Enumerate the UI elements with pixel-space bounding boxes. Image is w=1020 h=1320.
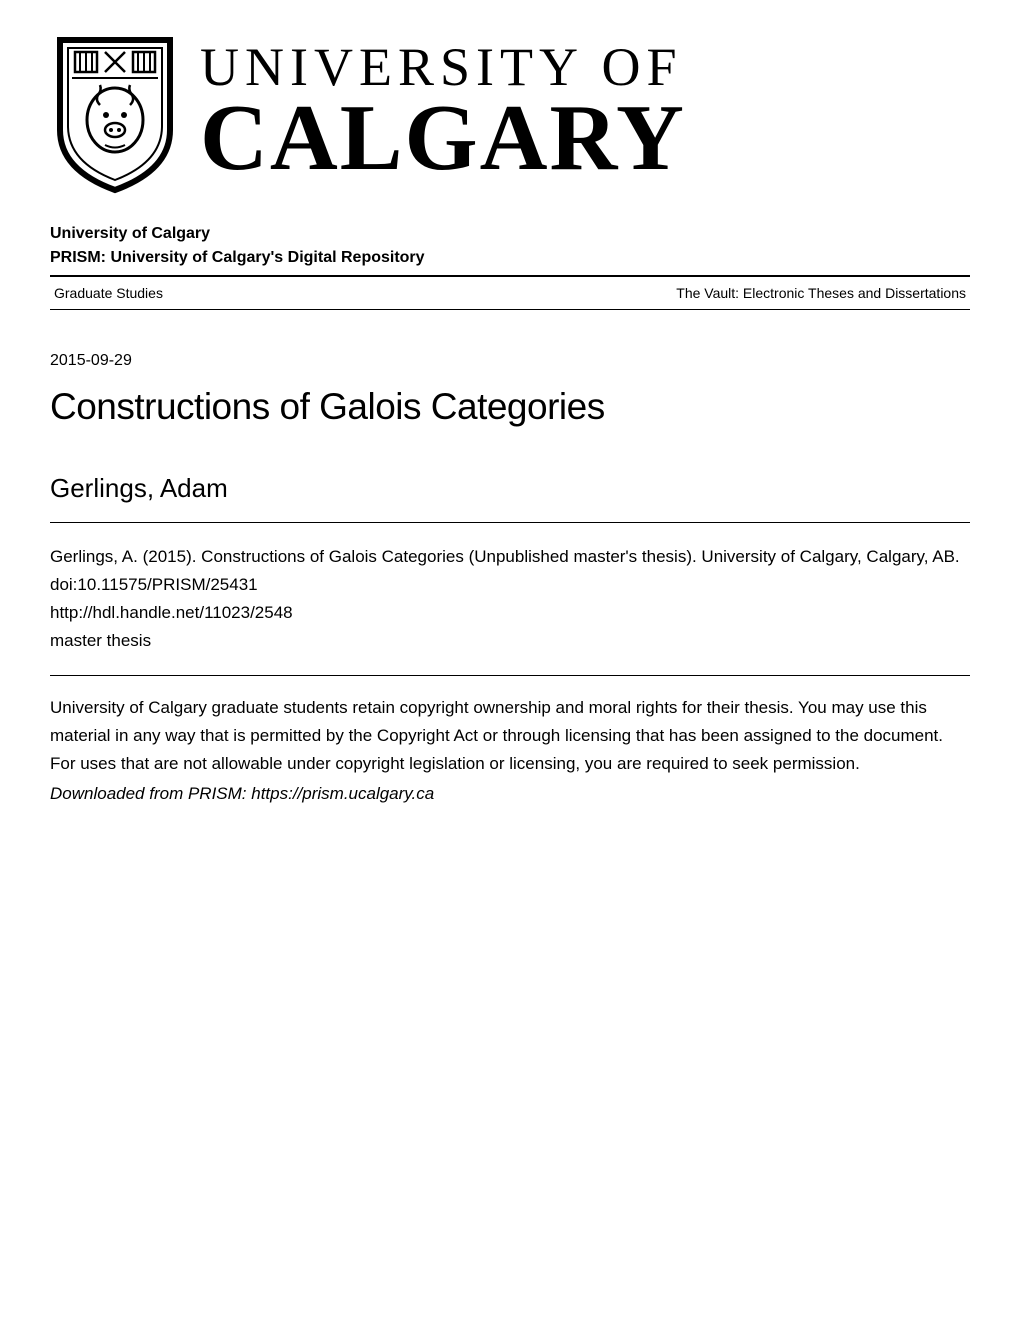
copyright-text: University of Calgary graduate students … — [50, 694, 970, 778]
vault-label: The Vault: Electronic Theses and Dissert… — [676, 285, 966, 301]
thesis-author: Gerlings, Adam — [50, 473, 970, 504]
divider-rule — [50, 675, 970, 676]
citation-block: Gerlings, A. (2015). Constructions of Ga… — [50, 543, 970, 655]
citation-text: Gerlings, A. (2015). Constructions of Ga… — [50, 543, 970, 599]
thesis-type: master thesis — [50, 627, 970, 655]
metadata-row: Graduate Studies The Vault: Electronic T… — [50, 277, 970, 309]
graduate-studies-label: Graduate Studies — [54, 285, 163, 301]
logo-text-line2: CALGARY — [200, 94, 686, 183]
download-source: Downloaded from PRISM: https://prism.uca… — [50, 780, 970, 808]
thesis-title: Constructions of Galois Categories — [50, 386, 970, 428]
repository-heading: University of Calgary PRISM: University … — [50, 225, 970, 267]
university-shield-icon — [50, 30, 180, 195]
repository-name: PRISM: University of Calgary's Digital R… — [50, 249, 970, 267]
copyright-block: University of Calgary graduate students … — [50, 694, 970, 808]
handle-url: http://hdl.handle.net/11023/2548 — [50, 599, 970, 627]
divider-rule — [50, 522, 970, 523]
logo-text: UNIVERSITY OF CALGARY — [200, 42, 686, 183]
divider-rule — [50, 309, 970, 310]
record-date: 2015-09-29 — [50, 352, 970, 370]
university-name: University of Calgary — [50, 225, 970, 243]
logo-section: UNIVERSITY OF CALGARY — [50, 30, 970, 195]
